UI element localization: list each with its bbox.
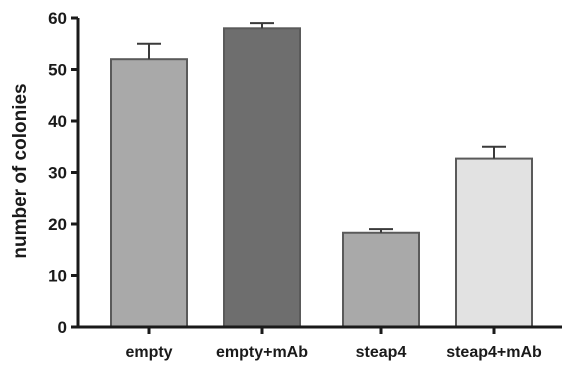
- bar-empty-plus-mAb: [223, 27, 301, 329]
- y-axis-title: number of colonies: [10, 83, 31, 258]
- y-ticks-layer: 0 10 20 30 40 50 60: [48, 9, 78, 337]
- y-tick-label: 50: [48, 61, 67, 80]
- y-tick-label: 20: [48, 215, 67, 234]
- x-tick-label: steap4+mAb: [446, 344, 542, 361]
- y-tick-label: 60: [48, 9, 67, 28]
- bar-steap4: [342, 231, 420, 329]
- y-tick-label: 40: [48, 112, 67, 131]
- x-tick-label: steap4: [356, 344, 407, 361]
- x-labels-layer: empty empty+mAb steap4 steap4+mAb: [125, 327, 542, 361]
- x-tick-label: empty+mAb: [216, 344, 308, 361]
- y-tick-label: 30: [48, 164, 67, 183]
- y-tick-label: 0: [58, 318, 67, 337]
- bars-layer: [110, 27, 533, 329]
- bar-steap4-plus-mAb: [455, 157, 533, 328]
- bar-empty: [110, 58, 188, 328]
- error-bars-layer: [137, 22, 506, 233]
- x-tick-label: empty: [125, 344, 172, 361]
- y-tick-label: 10: [48, 267, 67, 286]
